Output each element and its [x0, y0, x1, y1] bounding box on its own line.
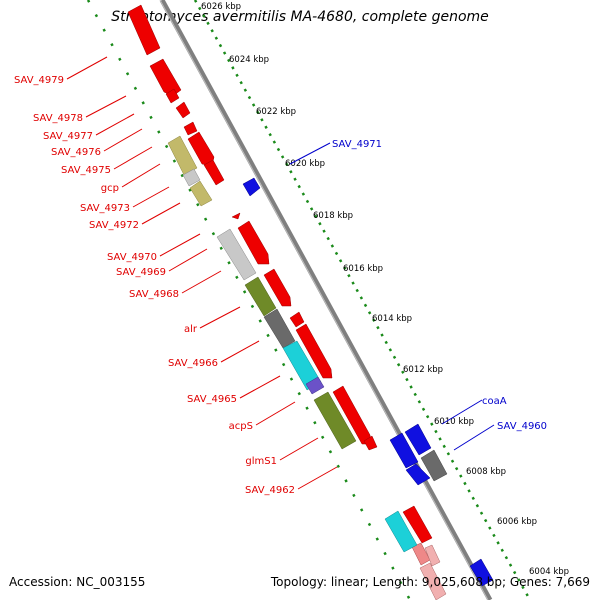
scale-label: 6010 kbp — [434, 417, 474, 427]
gene-arrow-blue[interactable] — [404, 423, 432, 456]
gene-label[interactable]: SAV_4976 — [51, 147, 101, 158]
gene-arrow[interactable] — [149, 58, 182, 97]
scale-label: 6016 kbp — [343, 264, 383, 274]
gene-labels-left: SAV_4979 SAV_4978 SAV_4977 SAV_4976 SAV_… — [14, 75, 295, 496]
gene-label[interactable]: SAV_4972 — [89, 220, 139, 231]
scale-label: 6012 kbp — [403, 365, 443, 375]
gene-arrow[interactable] — [419, 562, 447, 600]
gene-arrow[interactable] — [237, 220, 270, 265]
gene-arrow[interactable] — [289, 311, 305, 328]
gene-label[interactable]: SAV_4973 — [80, 203, 130, 214]
scale-label: 6014 kbp — [372, 314, 412, 324]
gene-block-olive[interactable] — [244, 276, 277, 317]
gene-label[interactable]: SAV_4979 — [14, 75, 64, 86]
gene-label[interactable]: glmS1 — [245, 456, 277, 467]
gene-labels-right: SAV_4971 coaA SAV_4960 — [332, 139, 547, 432]
genome-axis-highlight — [159, 0, 489, 600]
gene-arrow[interactable] — [263, 268, 292, 307]
accession-text: Accession: NC_003155 — [9, 575, 146, 589]
gene-label[interactable]: SAV_4969 — [116, 267, 166, 278]
scale-label: 6008 kbp — [466, 467, 506, 477]
gene-block-darkgrey[interactable] — [420, 449, 448, 482]
scale-label: 6022 kbp — [256, 107, 296, 117]
gene-label[interactable]: coaA — [482, 396, 507, 407]
forward-genes — [127, 4, 433, 544]
scale-label: 6018 kbp — [313, 211, 353, 221]
track-dotted-line-inner — [86, 0, 412, 600]
gene-block-khaki[interactable] — [167, 135, 198, 176]
gene-label[interactable]: SAV_4962 — [245, 485, 295, 496]
gene-label[interactable]: SAV_4966 — [168, 358, 218, 369]
gene-block-khaki[interactable] — [189, 180, 213, 207]
gene-label[interactable]: SAV_4965 — [187, 394, 237, 405]
genome-axis — [159, 0, 493, 600]
gene-block-lightgrey[interactable] — [216, 228, 257, 281]
gene-arrow-blue[interactable] — [242, 177, 261, 197]
gene-arrow-blue[interactable] — [469, 558, 494, 587]
gene-label[interactable]: gcp — [101, 183, 119, 194]
gene-arrow-blue[interactable] — [389, 432, 419, 469]
gene-label[interactable]: SAV_4978 — [33, 113, 83, 124]
leader-lines-left — [66, 56, 338, 490]
gene-arrow[interactable] — [127, 4, 161, 56]
gene-arrow[interactable] — [183, 121, 198, 136]
gene-label[interactable]: SAV_4960 — [497, 421, 547, 432]
gene-arrow[interactable] — [424, 544, 441, 567]
gene-arrow[interactable] — [295, 323, 333, 379]
gene-arrow[interactable] — [363, 435, 378, 451]
gene-label[interactable]: SAV_4977 — [43, 131, 93, 142]
scale-label: 6004 kbp — [529, 567, 569, 577]
gene-block-darkgrey[interactable] — [263, 308, 296, 349]
gene-arrow[interactable] — [175, 101, 191, 119]
gene-block-violet[interactable] — [305, 376, 325, 395]
gene-label[interactable]: SAV_4970 — [107, 252, 157, 263]
gene-arrow[interactable] — [165, 88, 180, 104]
map-title: Streptomyces avermitilis MA-4680, comple… — [111, 9, 489, 25]
scale-labels: 6026 kbp 6024 kbp 6022 kbp 6020 kbp 6018… — [201, 2, 569, 577]
gene-label[interactable]: SAV_4975 — [61, 165, 111, 176]
gene-label[interactable]: SAV_4971 — [332, 139, 382, 150]
gene-label[interactable]: SAV_4968 — [129, 289, 179, 300]
scale-label: 6006 kbp — [497, 517, 537, 527]
gene-arrow[interactable] — [203, 159, 225, 186]
genome-summary-text: Topology: linear; Length: 9,025,608 bp; … — [270, 575, 590, 589]
gene-arrow[interactable] — [402, 505, 433, 544]
gene-arrow-blue[interactable] — [405, 463, 431, 486]
gene-block-cyan[interactable] — [384, 510, 418, 553]
gene-block-grey[interactable] — [182, 168, 201, 187]
scale-label: 6024 kbp — [229, 55, 269, 65]
scale-label: 6026 kbp — [201, 2, 241, 12]
scale-label: 6020 kbp — [285, 159, 325, 169]
gene-block-olive[interactable] — [313, 391, 357, 450]
gene-arrow[interactable] — [231, 212, 241, 220]
gene-label[interactable]: acpS — [229, 421, 253, 432]
gene-label[interactable]: alr — [184, 324, 198, 335]
leader-lines-right — [289, 142, 495, 451]
